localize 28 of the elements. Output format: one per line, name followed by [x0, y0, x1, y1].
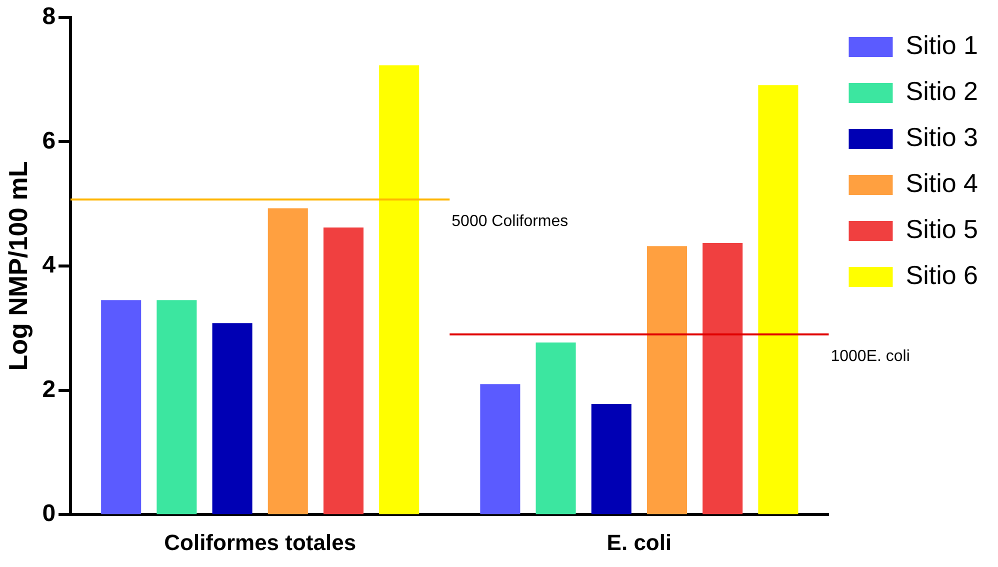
bar	[480, 384, 520, 514]
bar	[212, 323, 252, 514]
x-tick-label: E. coli	[606, 530, 672, 555]
legend-label: Sitio 2	[906, 76, 978, 106]
bar	[702, 243, 743, 514]
y-tick-label: 6	[42, 127, 56, 154]
y-tick-label: 8	[42, 3, 56, 30]
x-tick-label: Coliformes totales	[164, 530, 356, 555]
legend-label: Sitio 3	[906, 122, 978, 152]
bar	[646, 246, 688, 514]
legend-label: Sitio 6	[906, 260, 978, 290]
bar	[591, 404, 632, 514]
bar	[156, 300, 197, 514]
ref-line-label: 1000E. coli	[830, 348, 910, 365]
bar	[323, 227, 364, 514]
y-tick-label: 0	[42, 500, 56, 528]
bar	[379, 65, 420, 514]
bar	[536, 342, 576, 514]
y-axis-title: Log NMP/100 mL	[2, 161, 33, 371]
legend-label: Sitio 4	[906, 168, 978, 198]
legend-label: Sitio 5	[906, 214, 978, 244]
bar	[268, 208, 308, 514]
y-tick-label: 4	[42, 252, 56, 279]
ref-line-label: 5000 Coliformes	[452, 212, 568, 230]
bar	[758, 85, 798, 514]
y-tick-label: 2	[42, 376, 56, 403]
bar	[101, 300, 142, 514]
legend-label: Sitio 1	[906, 30, 978, 60]
